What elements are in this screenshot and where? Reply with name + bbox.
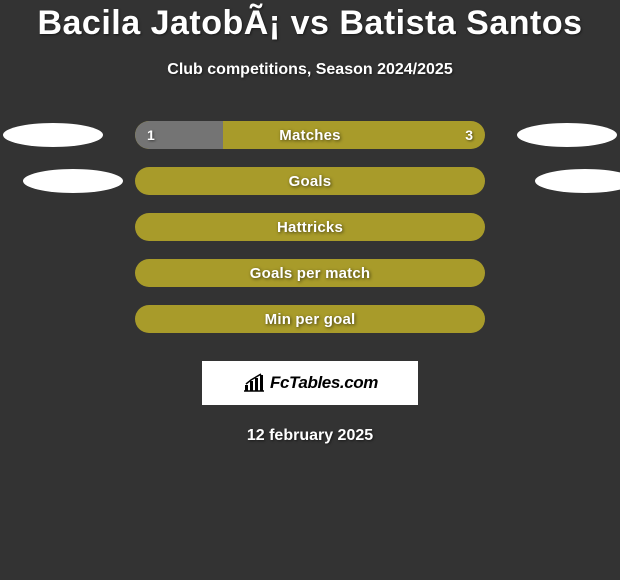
left-value-ellipse bbox=[23, 169, 123, 193]
bar-value-left: 1 bbox=[147, 121, 155, 149]
stat-bar: Goals bbox=[135, 167, 485, 195]
page-title: Bacila JatobÃ¡ vs Batista Santos bbox=[0, 4, 620, 43]
stat-row: Min per goal bbox=[8, 305, 612, 333]
logo-text: FcTables.com bbox=[270, 373, 378, 393]
stat-bar-label: Hattricks bbox=[135, 213, 485, 241]
stat-bar: Goals per match bbox=[135, 259, 485, 287]
stat-bar-label: Goals per match bbox=[135, 259, 485, 287]
stat-row: Goals bbox=[8, 167, 612, 195]
stat-row: Matches1 3 bbox=[8, 121, 612, 149]
stat-row: Goals per match bbox=[8, 259, 612, 287]
logo-chart-icon bbox=[242, 373, 266, 393]
bar-value-right: 3 bbox=[465, 121, 473, 149]
stat-bar-label: Matches bbox=[135, 121, 485, 149]
stat-rows: Matches1 3 Goals Hattricks Goals per match Mi… bbox=[0, 121, 620, 333]
stat-row: Hattricks bbox=[8, 213, 612, 241]
stat-bar-label: Min per goal bbox=[135, 305, 485, 333]
stat-bar: Hattricks bbox=[135, 213, 485, 241]
left-value-ellipse bbox=[3, 123, 103, 147]
right-value-ellipse bbox=[535, 169, 620, 193]
subtitle: Club competitions, Season 2024/2025 bbox=[0, 61, 620, 79]
logo-box: FcTables.com bbox=[202, 361, 418, 405]
date-line: 12 february 2025 bbox=[0, 427, 620, 445]
stat-bar: Matches1 3 bbox=[135, 121, 485, 149]
stat-bar: Min per goal bbox=[135, 305, 485, 333]
stat-bar-label: Goals bbox=[135, 167, 485, 195]
right-value-ellipse bbox=[517, 123, 617, 147]
comparison-infographic: Bacila JatobÃ¡ vs Batista Santos Club co… bbox=[0, 0, 620, 580]
